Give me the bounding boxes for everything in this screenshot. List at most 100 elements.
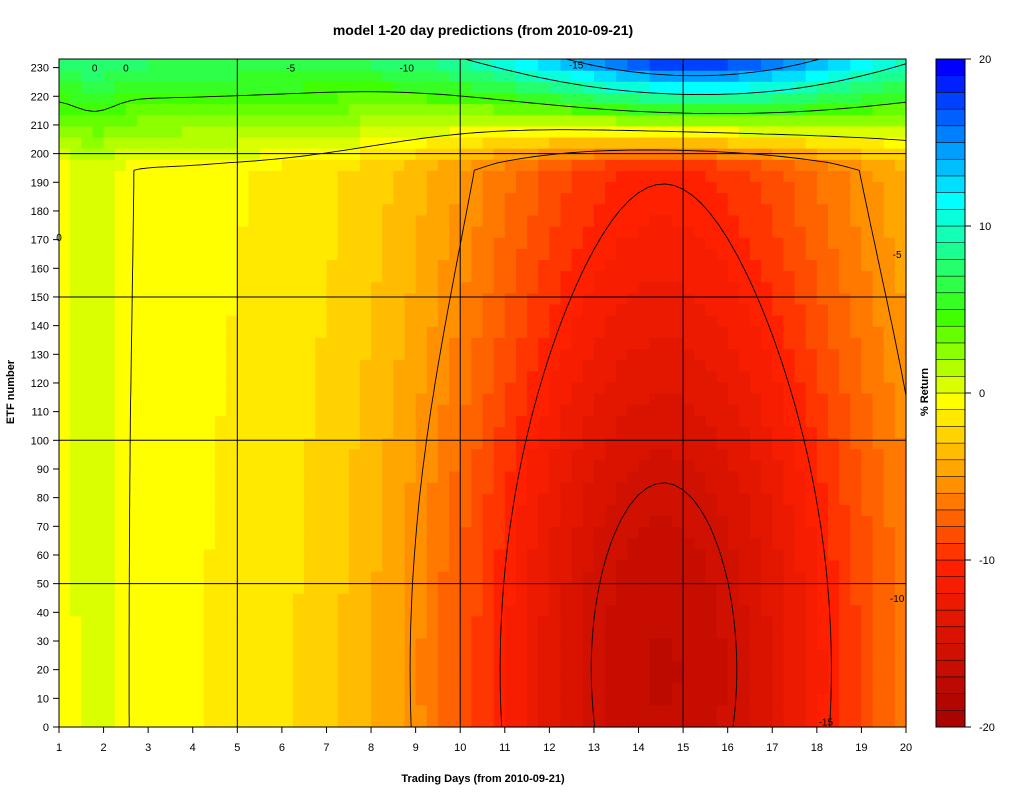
heatmap-cell [471,170,484,183]
heatmap-cell [805,203,818,216]
heatmap-cell [839,660,851,672]
heatmap-cell [371,448,383,461]
heatmap-cell [850,604,863,617]
heatmap-cell [159,248,172,260]
heatmap-cell [382,281,394,294]
heatmap-cell [315,292,328,305]
heatmap-cell [137,270,149,283]
heatmap-cell [170,615,183,628]
heatmap-cell [872,526,885,539]
heatmap-cell [449,92,461,105]
heatmap-cell [426,582,439,594]
heatmap-cell [215,548,227,561]
heatmap-cell [471,192,484,205]
heatmap-cell [259,482,272,494]
heatmap-cell [694,482,706,494]
heatmap-cell [315,337,328,350]
y-tick-label: 80 [37,493,49,505]
heatmap-cell [203,637,216,650]
heatmap-cell [114,159,127,171]
heatmap-cell [850,259,863,272]
heatmap-cell [103,303,116,316]
heatmap-cell [549,214,562,227]
heatmap-cell [192,615,205,628]
heatmap-cell [504,493,517,505]
heatmap-cell [660,59,673,71]
heatmap-cell [114,181,127,194]
heatmap-cell [315,237,328,249]
heatmap-cell [694,114,706,127]
heatmap-cell [59,359,71,372]
heatmap-cell [794,315,807,327]
heatmap-cell [137,281,149,294]
heatmap-cell [248,415,261,427]
heatmap-cell [215,582,227,594]
colorbar-segment [935,342,966,360]
heatmap-cell [125,671,138,684]
heatmap-cell [649,704,662,717]
heatmap-cell [671,303,684,316]
heatmap-cell [783,114,796,127]
heatmap-cell [426,136,439,149]
heatmap-cell [883,326,896,338]
heatmap-cell [549,693,562,706]
heatmap-cell [471,548,484,561]
heatmap-cell [515,70,528,82]
heatmap-cell [761,448,773,461]
heatmap-cell [894,170,907,183]
heatmap-cell [772,70,784,82]
heatmap-cell [705,326,718,338]
heatmap-cell [827,693,840,706]
heatmap-cell [371,582,383,594]
heatmap-cell [281,493,294,505]
heatmap-cell [727,70,740,82]
heatmap-cell [59,693,71,706]
heatmap-cell [571,715,584,728]
heatmap-cell [627,114,640,127]
heatmap-cell [81,92,94,105]
heatmap-cell [92,626,105,639]
heatmap-cell [827,682,840,695]
heatmap-cell [326,226,339,238]
heatmap-cell [348,682,361,695]
heatmap-cell [816,437,829,450]
x-tick-label: 9 [413,742,419,754]
heatmap-cell [81,504,94,517]
heatmap-cell [382,582,394,594]
heatmap-cell [203,59,216,71]
heatmap-cell [738,515,751,528]
heatmap-cell [616,159,628,171]
chart-title: model 1-20 day predictions (from 2010-09… [333,22,633,38]
heatmap-cell [426,459,439,472]
heatmap-cell [181,237,194,249]
heatmap-cell [660,504,673,517]
heatmap-cell [493,426,506,439]
heatmap-cell [727,649,740,661]
heatmap-cell [504,125,517,138]
heatmap-cell [716,437,729,450]
y-tick-label: 100 [31,435,49,447]
heatmap-cell [348,214,361,227]
heatmap-cell [304,259,316,272]
heatmap-cell [170,248,183,260]
heatmap-cell [761,437,773,450]
heatmap-cell [772,582,784,594]
heatmap-cell [794,415,807,427]
heatmap-cell [538,415,550,427]
heatmap-cell [248,237,261,249]
heatmap-cell [449,515,461,528]
heatmap-cell [259,682,272,695]
heatmap-cell [504,370,517,383]
heatmap-cell [761,415,773,427]
heatmap-cell [616,70,628,82]
heatmap-cell [59,70,71,82]
heatmap-cell [248,459,261,472]
heatmap-cell [794,515,807,528]
heatmap-cell [170,381,183,394]
heatmap-cell [660,426,673,439]
heatmap-cell [471,259,484,272]
heatmap-cell [727,114,740,127]
heatmap-cell [170,59,183,71]
heatmap-cell [248,103,261,116]
